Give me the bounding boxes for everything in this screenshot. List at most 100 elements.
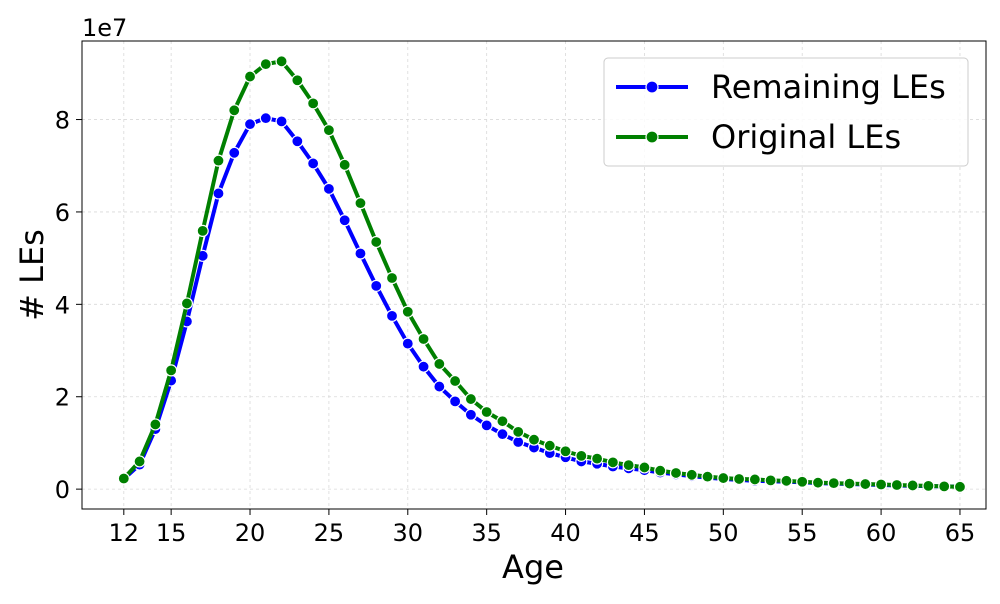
data-point xyxy=(780,474,793,487)
data-point xyxy=(243,70,257,83)
data-point xyxy=(433,380,446,393)
data-point xyxy=(385,271,399,285)
x-tick-label: 25 xyxy=(314,519,345,547)
data-point xyxy=(654,464,667,477)
data-point xyxy=(811,476,825,489)
data-point xyxy=(449,395,462,408)
data-point xyxy=(196,224,209,237)
series-layer xyxy=(117,55,967,493)
data-point xyxy=(527,433,541,446)
data-point xyxy=(827,477,840,490)
data-point xyxy=(117,472,130,485)
data-point xyxy=(701,470,714,483)
legend-box xyxy=(603,57,969,167)
data-point xyxy=(338,214,351,227)
legend-item: Remaining LEs xyxy=(616,68,946,106)
data-point xyxy=(606,456,619,469)
data-point xyxy=(464,392,477,406)
data-point xyxy=(906,479,919,492)
x-tick-label: 55 xyxy=(787,519,818,547)
data-point xyxy=(496,428,509,441)
data-point xyxy=(748,473,761,486)
data-point xyxy=(638,461,651,474)
data-point xyxy=(322,182,336,195)
x-tick-label: 60 xyxy=(866,519,897,547)
x-tick-label: 35 xyxy=(471,519,502,547)
data-point xyxy=(890,478,903,492)
data-point xyxy=(591,452,604,465)
data-point xyxy=(480,419,493,432)
data-point xyxy=(717,471,730,485)
data-point xyxy=(843,477,856,490)
y-tick-label: 4 xyxy=(55,291,70,319)
y-tick-label: 2 xyxy=(55,384,70,412)
series-line xyxy=(121,116,962,489)
data-point xyxy=(417,332,430,346)
data-point xyxy=(291,135,304,148)
legend-label: Original LEs xyxy=(711,118,901,156)
data-point xyxy=(228,146,241,159)
data-point xyxy=(417,360,430,373)
data-point xyxy=(338,158,351,171)
data-point xyxy=(732,472,746,486)
legend-marker xyxy=(645,80,659,94)
data-point xyxy=(938,480,951,493)
data-point xyxy=(275,55,288,68)
data-point xyxy=(243,118,257,131)
y-tick-label: 8 xyxy=(55,107,70,135)
data-point xyxy=(180,297,194,310)
data-point xyxy=(922,479,935,493)
axes: 12 15 20 25 30 35 40 45 50 55 60 65 0 2 4 6 8 xyxy=(55,40,987,547)
data-point xyxy=(354,197,367,210)
data-point xyxy=(796,475,809,488)
data-point xyxy=(449,374,462,388)
data-point xyxy=(433,357,446,371)
data-point xyxy=(859,477,872,491)
y-tick-label: 0 xyxy=(55,476,70,504)
y-axis-offset-label: 1e7 xyxy=(82,14,127,42)
data-point xyxy=(307,157,320,170)
x-tick-label: 12 xyxy=(109,519,140,547)
x-axis-label: Age xyxy=(502,548,564,586)
data-point xyxy=(543,439,556,452)
x-tick-label: 65 xyxy=(945,519,976,547)
data-point xyxy=(275,115,288,128)
legend-item: Original LEs xyxy=(616,118,901,156)
data-point xyxy=(259,57,272,71)
x-tick-label: 30 xyxy=(393,519,424,547)
x-tick-label: 45 xyxy=(629,519,660,547)
legend: Remaining LEs Original LEs xyxy=(603,57,969,167)
data-point xyxy=(953,480,967,493)
x-tick-label: 40 xyxy=(550,519,581,547)
data-point xyxy=(512,435,525,449)
data-point xyxy=(874,478,888,491)
x-tick-label: 50 xyxy=(708,519,739,547)
legend-label: Remaining LEs xyxy=(711,68,946,106)
data-point xyxy=(401,337,414,350)
legend-marker xyxy=(645,130,659,144)
data-point xyxy=(370,279,383,292)
data-point xyxy=(669,466,683,480)
y-tick-label: 6 xyxy=(55,199,70,227)
data-point xyxy=(464,408,477,421)
data-point xyxy=(685,468,698,481)
x-tick-label: 15 xyxy=(156,519,187,547)
data-point xyxy=(149,418,162,431)
data-point xyxy=(764,474,777,487)
data-point xyxy=(307,97,320,110)
data-point xyxy=(370,235,383,249)
data-point xyxy=(385,309,399,322)
data-point xyxy=(212,154,225,167)
plot-frame xyxy=(81,40,987,510)
data-point xyxy=(496,415,509,428)
data-point xyxy=(559,445,572,458)
data-point xyxy=(322,124,336,137)
data-point xyxy=(259,112,272,125)
data-point xyxy=(212,187,225,200)
series-original-les xyxy=(117,55,967,493)
series-remaining-les xyxy=(117,112,967,493)
y-axis-label: # LEs xyxy=(13,229,51,321)
data-point xyxy=(228,104,241,117)
